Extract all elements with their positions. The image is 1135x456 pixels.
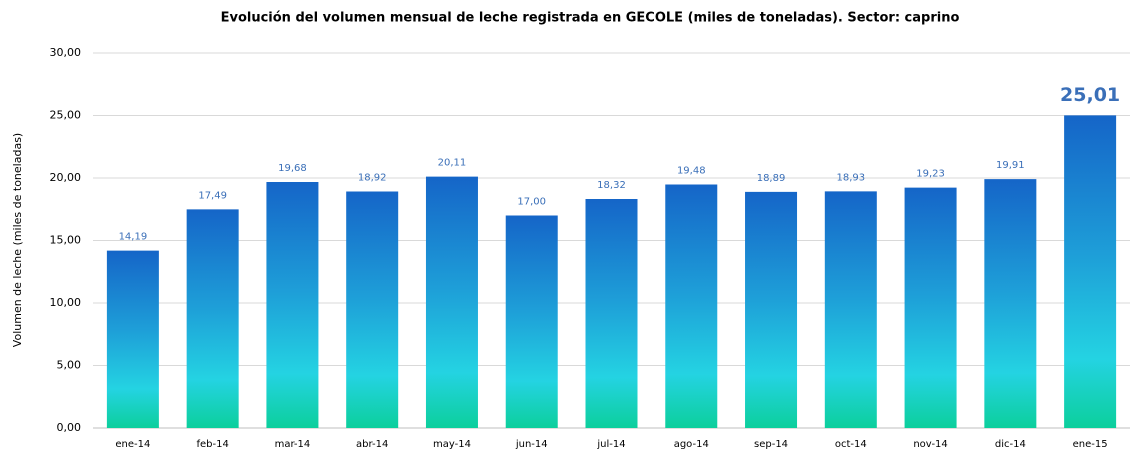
bar [505, 215, 558, 428]
y-tick-label: 30,00 [50, 46, 82, 59]
bar [904, 187, 957, 428]
value-label: 19,48 [677, 166, 706, 177]
value-label: 19,91 [996, 160, 1025, 171]
x-tick-label: sep-14 [754, 439, 788, 450]
value-label: 19,68 [278, 163, 307, 174]
x-tick-label: nov-14 [913, 439, 947, 450]
value-label: 18,93 [836, 172, 865, 183]
y-tick-label: 20,00 [50, 171, 82, 184]
bar [266, 182, 319, 428]
x-tick-label: jul-14 [596, 439, 625, 450]
y-tick-label: 10,00 [50, 296, 82, 309]
x-tick-label: may-14 [433, 439, 471, 450]
bar [425, 176, 478, 428]
chart-title: Evolución del volumen mensual de leche r… [221, 11, 960, 26]
bar [1064, 115, 1117, 428]
x-tick-label: dic-14 [995, 439, 1026, 450]
y-tick-label: 5,00 [57, 359, 82, 372]
bar [346, 191, 399, 428]
x-tick-label: ene-15 [1073, 439, 1108, 450]
bar [186, 209, 239, 428]
x-tick-label: ene-14 [115, 439, 150, 450]
bar [984, 179, 1037, 428]
y-tick-label: 25,00 [50, 109, 82, 122]
bar [106, 250, 159, 428]
value-label: 19,23 [916, 169, 945, 180]
bar [745, 191, 798, 428]
y-axis-label: Volumen de leche (miles de toneladas) [11, 133, 24, 347]
value-label: 14,19 [119, 232, 148, 243]
bar [585, 199, 638, 428]
value-label: 17,00 [517, 197, 546, 208]
y-tick-label: 0,00 [57, 421, 82, 434]
value-label: 17,49 [198, 190, 227, 201]
x-tick-label: abr-14 [356, 439, 388, 450]
x-tick-label: oct-14 [835, 439, 867, 450]
value-label: 18,32 [597, 180, 626, 191]
value-label: 18,92 [358, 173, 387, 184]
value-label: 25,01 [1060, 84, 1120, 106]
bar [665, 184, 718, 428]
x-tick-label: ago-14 [674, 439, 709, 450]
x-tick-label: jun-14 [515, 439, 548, 450]
value-label: 20,11 [438, 158, 467, 169]
bar [824, 191, 877, 428]
x-tick-label: mar-14 [275, 439, 311, 450]
x-tick-label: feb-14 [196, 439, 228, 450]
y-tick-label: 15,00 [50, 234, 82, 247]
value-label: 18,89 [757, 173, 786, 184]
